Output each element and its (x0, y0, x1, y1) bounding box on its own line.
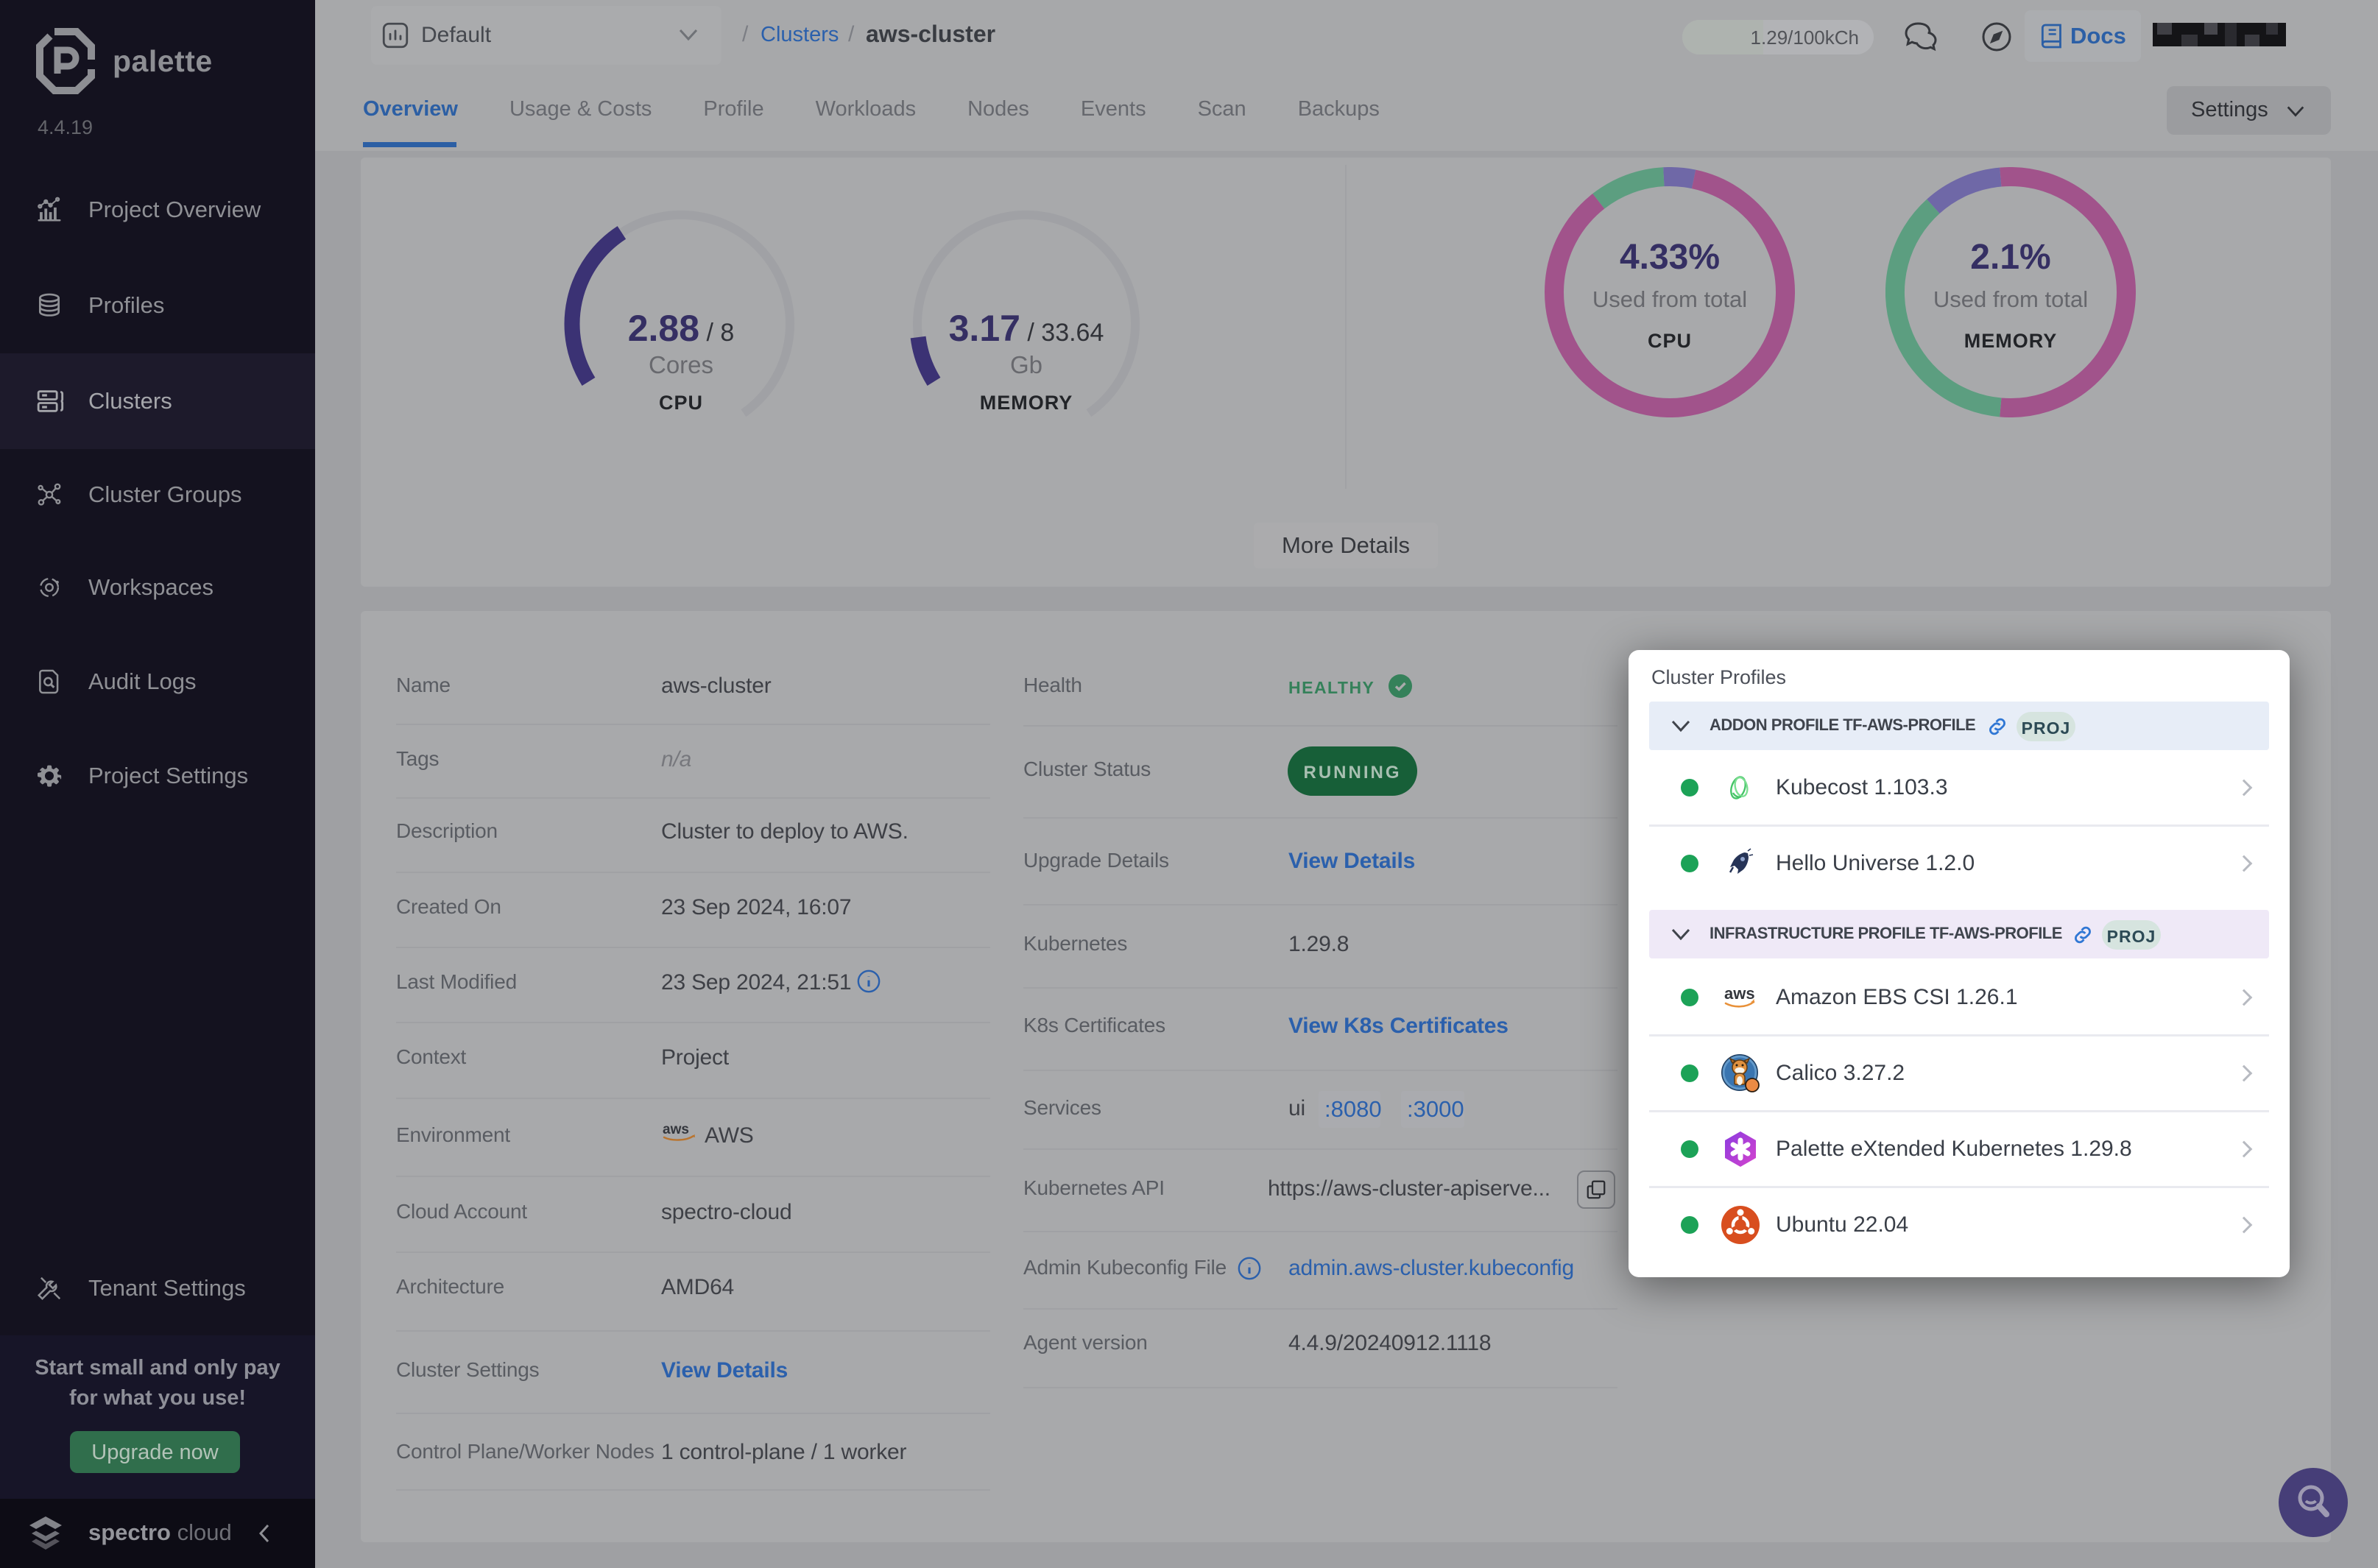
svg-text:aws: aws (663, 1122, 689, 1137)
svg-text:aws: aws (1724, 984, 1755, 1003)
